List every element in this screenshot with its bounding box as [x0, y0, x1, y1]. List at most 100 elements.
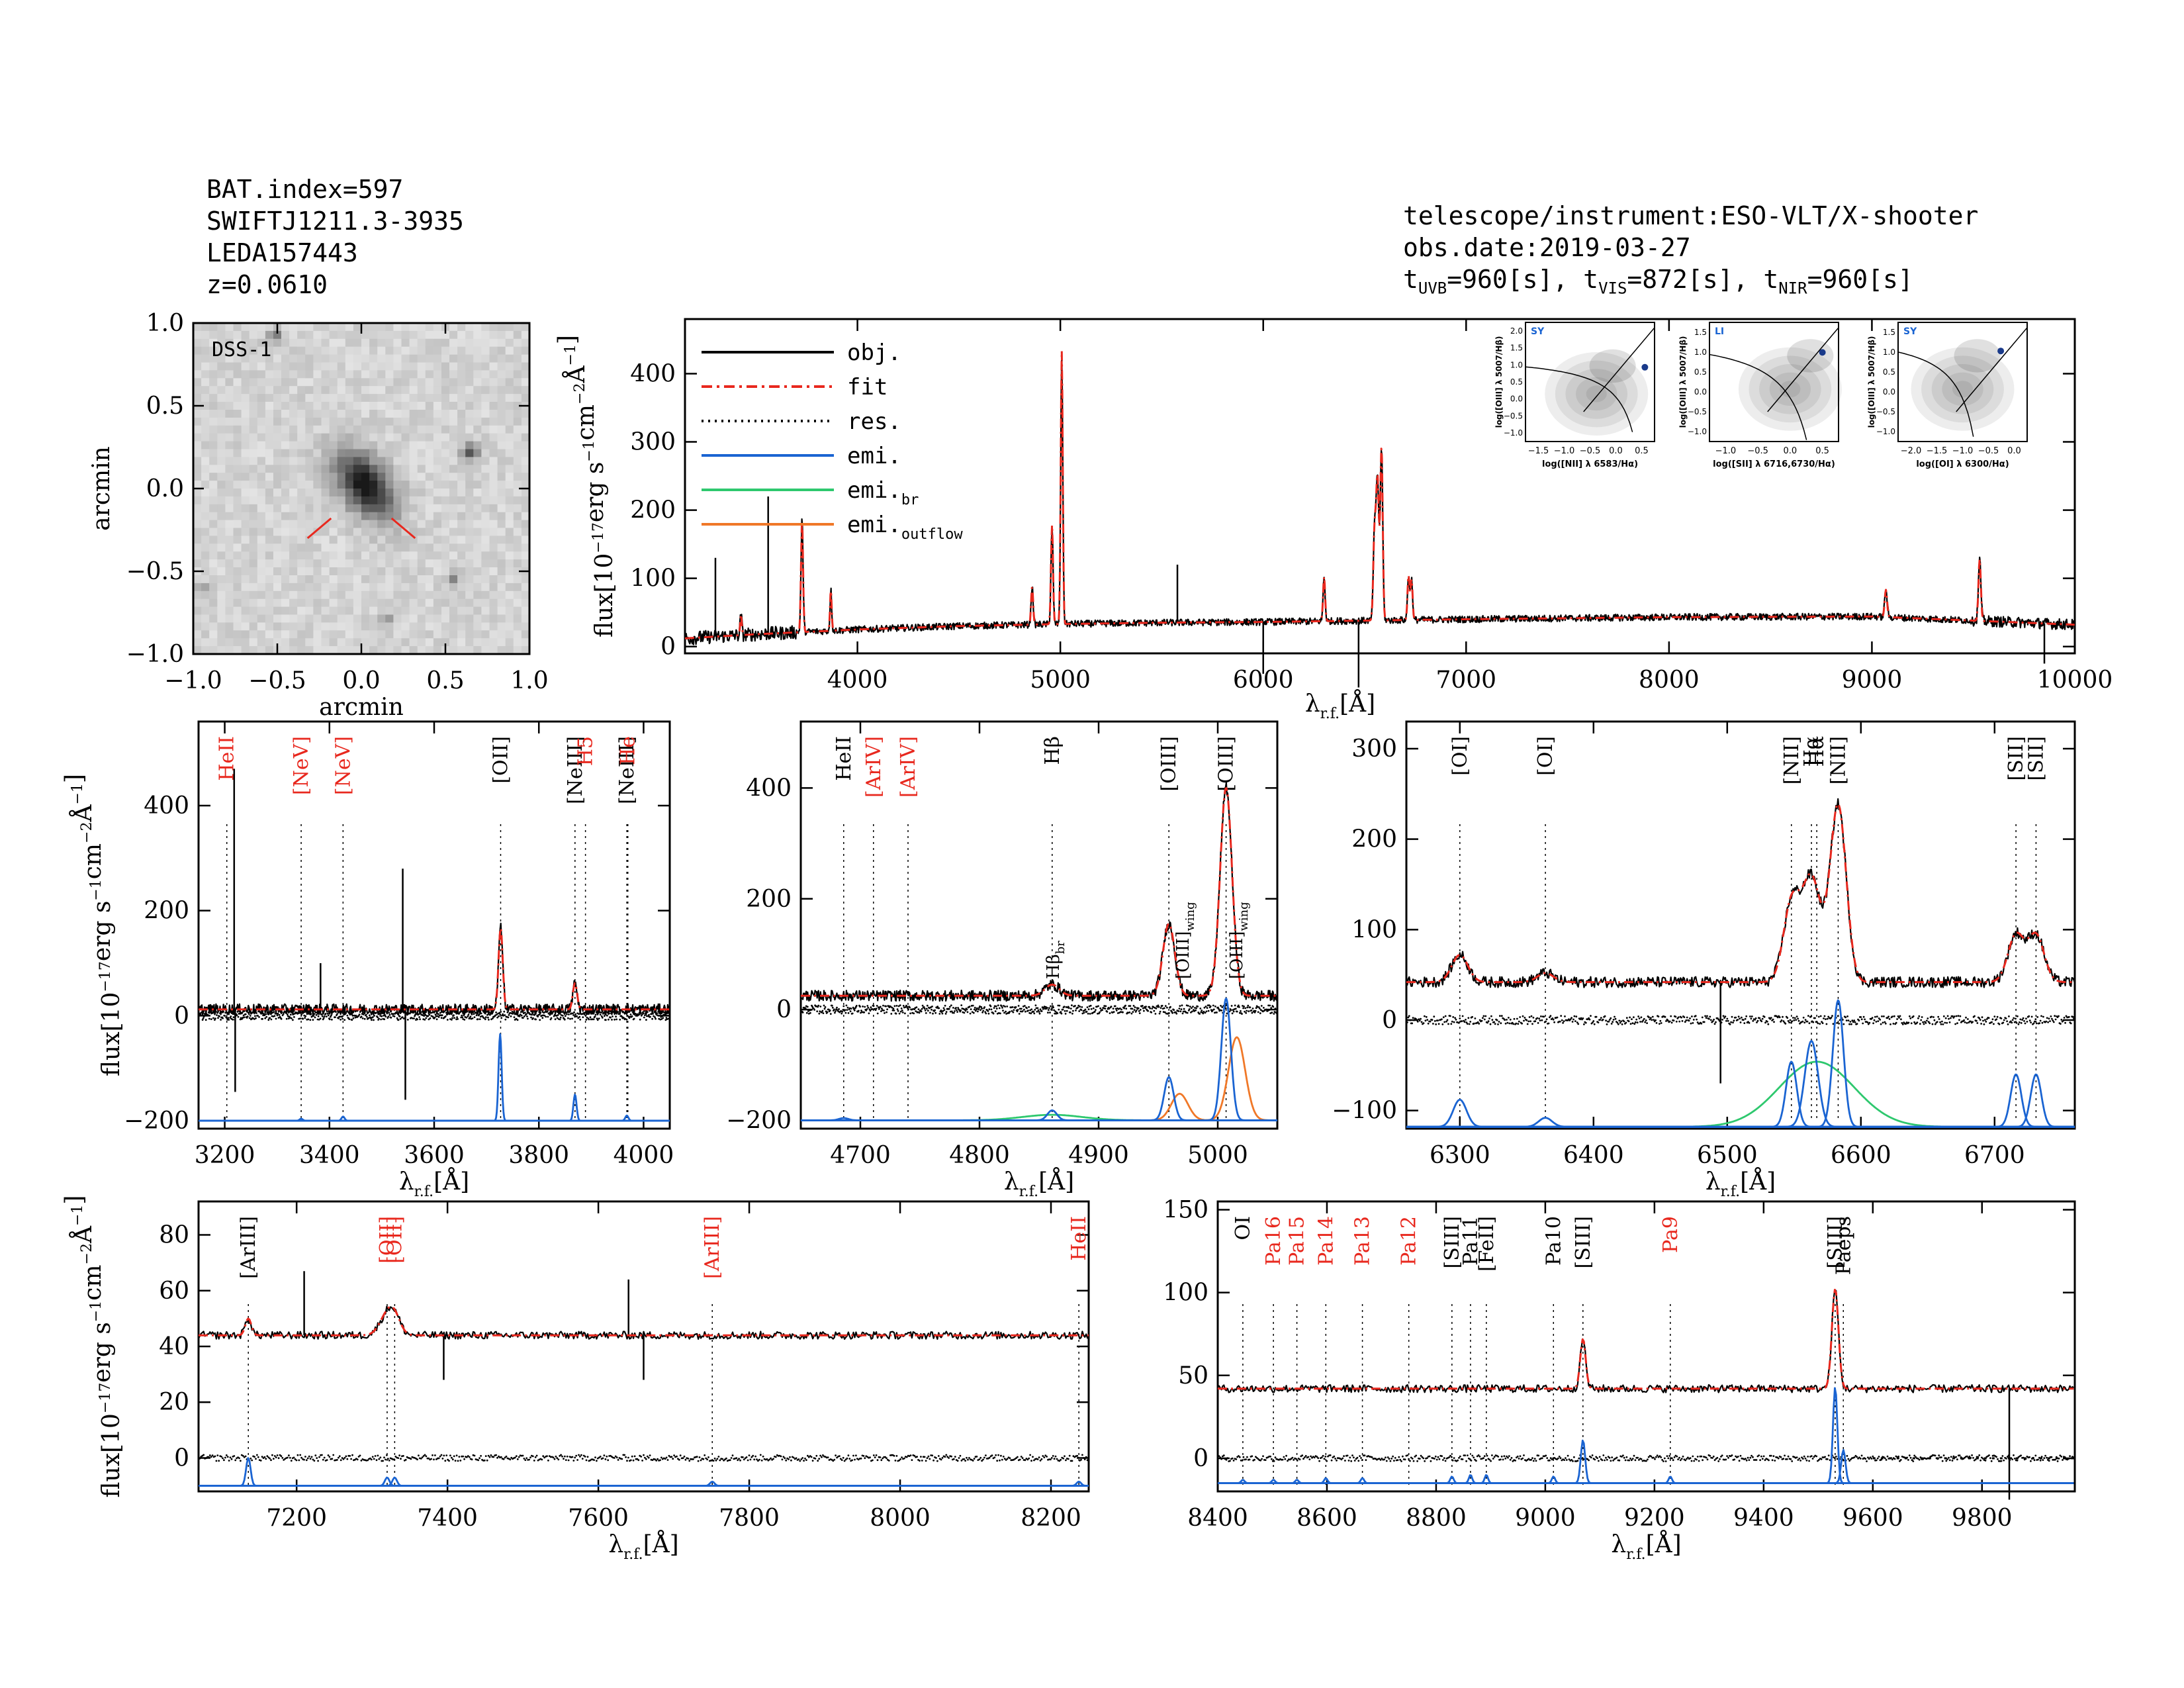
residual-point: [1807, 1015, 1809, 1017]
image-pixel: [257, 496, 266, 505]
image-pixel: [313, 354, 322, 363]
residual-point: [486, 1459, 488, 1462]
residual-point: [936, 1006, 939, 1008]
residual-point: [903, 1006, 905, 1009]
residual-point: [640, 1456, 643, 1458]
image-pixel: [345, 590, 354, 600]
image-pixel: [441, 441, 450, 450]
image-pixel: [369, 512, 378, 521]
residual-point: [1247, 1004, 1250, 1007]
image-pixel: [417, 622, 426, 631]
image-pixel: [369, 583, 378, 592]
residual-point: [537, 1013, 540, 1016]
residual-point: [852, 1008, 855, 1010]
image-pixel: [345, 417, 354, 426]
image-pixel: [257, 338, 266, 348]
image-pixel: [361, 465, 370, 473]
image-pixel: [193, 512, 202, 521]
residual-point: [289, 1456, 291, 1459]
image-pixel: [217, 481, 226, 489]
image-pixel: [393, 598, 402, 608]
image-pixel: [209, 606, 218, 616]
residual-point: [891, 1006, 893, 1009]
image-pixel: [249, 559, 258, 568]
residual-point: [876, 1012, 879, 1015]
image-pixel: [505, 598, 514, 608]
image-pixel: [249, 465, 258, 473]
image-pixel: [193, 590, 202, 600]
x-tick-label: 4700: [830, 1142, 891, 1169]
residual-point: [931, 1454, 934, 1457]
image-pixel: [233, 543, 242, 552]
image-pixel: [313, 394, 322, 402]
residual-point: [991, 1454, 993, 1457]
image-pixel: [193, 457, 202, 465]
residual-point: [901, 1011, 904, 1013]
image-pixel: [233, 622, 242, 631]
residual-point: [545, 1015, 547, 1018]
image-pixel: [441, 583, 450, 592]
image-pixel: [505, 536, 514, 544]
image-pixel: [305, 441, 314, 450]
line-marker-label: [OI]: [1449, 736, 1472, 776]
image-pixel: [241, 489, 250, 497]
residual-point: [1207, 1009, 1210, 1012]
image-pixel: [353, 378, 362, 387]
residual-point: [1069, 1008, 1072, 1009]
image-pixel: [209, 496, 218, 505]
x-tick-label: 6600: [1831, 1142, 1891, 1169]
residual-point: [849, 1010, 852, 1013]
residual-point: [1087, 1008, 1090, 1011]
image-pixel: [521, 465, 530, 473]
residual-point: [832, 1460, 835, 1462]
image-pixel: [329, 630, 338, 639]
residual-point: [1686, 1016, 1688, 1019]
image-pixel: [521, 323, 530, 332]
image-pixel: [385, 590, 394, 600]
residual-point: [1238, 1004, 1240, 1007]
image-pixel: [329, 362, 338, 371]
residual-point: [1054, 1010, 1057, 1013]
image-pixel: [409, 362, 418, 371]
residual-point: [418, 1016, 420, 1018]
residual-point: [1422, 1022, 1425, 1025]
residual-point: [1787, 1020, 1790, 1022]
residual-point: [484, 1018, 486, 1021]
residual-point: [327, 1014, 330, 1017]
image-pixel: [313, 330, 322, 340]
residual-point: [1985, 1018, 1988, 1020]
residual-point: [1058, 1460, 1061, 1462]
legend-label: res.: [847, 408, 901, 435]
image-pixel: [449, 606, 458, 616]
image-pixel: [329, 512, 338, 521]
residual-point: [917, 1008, 920, 1010]
residual-point: [263, 1014, 266, 1017]
y-tick-label: 300: [1351, 735, 1397, 763]
residual-point: [1001, 1005, 1003, 1008]
residual-point: [1856, 1023, 1858, 1025]
image-pixel: [473, 417, 482, 426]
residual-point: [904, 1012, 906, 1015]
residual-point: [1933, 1016, 1934, 1018]
image-pixel: [297, 394, 306, 402]
residual-point: [265, 1013, 267, 1015]
image-pixel: [369, 528, 378, 536]
residual-point: [242, 1016, 244, 1019]
image-pixel: [225, 520, 234, 529]
image-pixel: [297, 536, 306, 544]
image-pixel: [497, 567, 506, 576]
image-pixel: [305, 378, 314, 387]
residual-point: [1643, 1017, 1645, 1020]
image-pixel: [281, 394, 290, 402]
image-pixel: [473, 465, 482, 473]
image-pixel: [385, 575, 394, 584]
residual-point: [250, 1457, 252, 1460]
residual-point: [1497, 1023, 1499, 1025]
residual-point: [2048, 1017, 2050, 1020]
image-pixel: [457, 402, 466, 410]
residual-point: [687, 1458, 690, 1460]
residual-point: [611, 1019, 613, 1021]
residual-point: [927, 1009, 929, 1012]
residual-point: [528, 1458, 530, 1461]
